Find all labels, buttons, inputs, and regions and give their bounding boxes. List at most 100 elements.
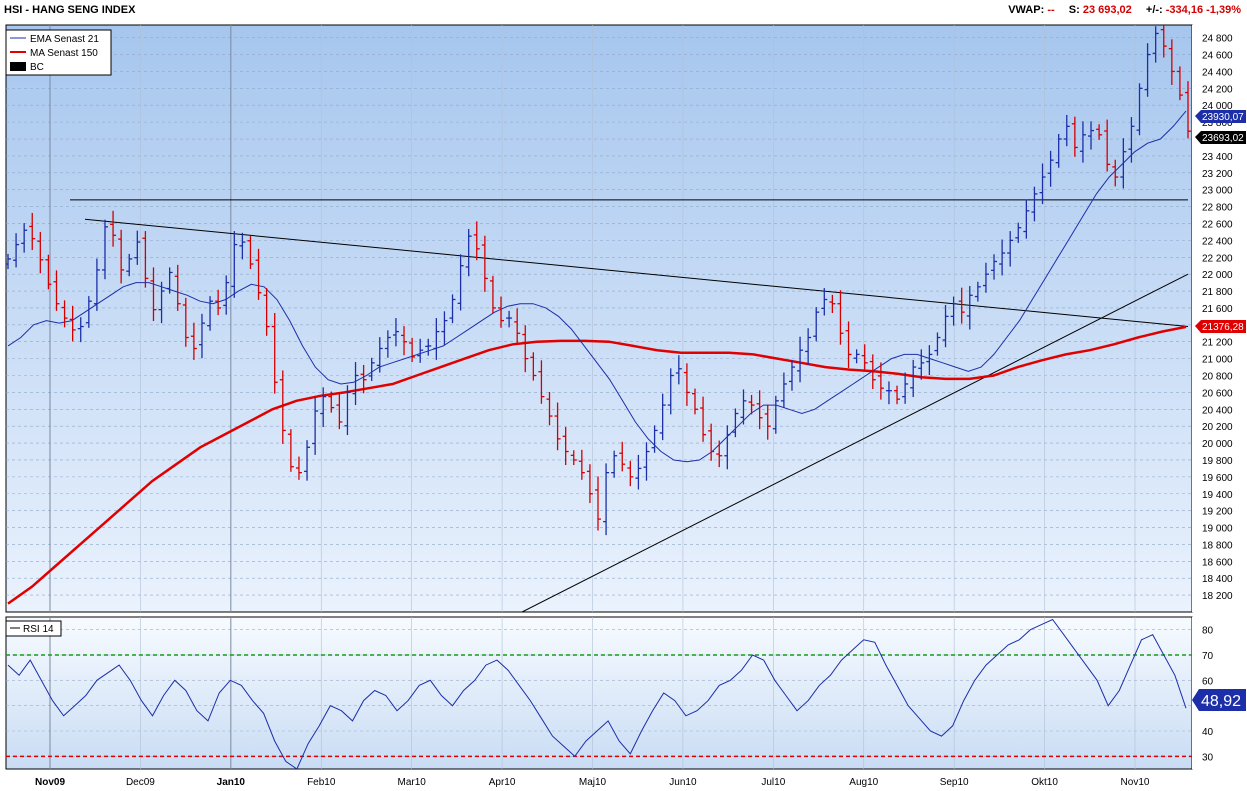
price-bar: [13, 233, 20, 268]
price-bar: [392, 318, 399, 347]
price-tick-label: 24 400: [1202, 67, 1233, 78]
price-bar: [958, 287, 965, 324]
price-axis-labels: 18 200 18 400 18 600 18 800 19 000 19 200 19 4…: [1202, 34, 1233, 602]
header-bar: HSI - HANG SENG INDEX VWAP: -- S: 23 693…: [0, 0, 1247, 22]
price-tick-label: 21 600: [1202, 304, 1233, 315]
price-bar: [724, 425, 731, 470]
price-bar: [1160, 25, 1167, 58]
price-bar: [93, 258, 100, 311]
price-bar: [190, 322, 197, 360]
price-bar: [861, 344, 868, 371]
price-tick-label: 22 800: [1202, 203, 1233, 214]
price-bar: [110, 210, 117, 247]
price-bar: [627, 460, 634, 487]
ema-value-tag: 23930,07: [1195, 110, 1246, 123]
price-bar: [1185, 81, 1191, 139]
rsi-tick-label: 40: [1202, 727, 1214, 738]
price-bar: [239, 232, 246, 260]
close-value-tag: 23693,02: [1195, 131, 1246, 144]
price-tick-label: 18 800: [1202, 540, 1233, 551]
price-bar: [1128, 117, 1135, 163]
change-pct: -1,39%: [1206, 4, 1241, 16]
ema-21-line: [7, 110, 1187, 463]
price-bar: [360, 364, 367, 394]
price-tick-label: 20 400: [1202, 405, 1233, 416]
price-tick-label: 23 800: [1202, 118, 1233, 129]
price-bar: [611, 450, 618, 478]
price-bar: [635, 454, 642, 490]
chart-title: HSI - HANG SENG INDEX: [4, 4, 136, 16]
price-bar: [869, 354, 876, 390]
month-label: Nov09: [35, 777, 65, 788]
price-tick-label: 21 200: [1202, 338, 1233, 349]
price-bar: [150, 267, 157, 322]
price-bar: [829, 294, 836, 314]
price-bar: [53, 270, 60, 311]
price-bar: [174, 264, 181, 311]
price-tick-label: 24 200: [1202, 84, 1233, 95]
s-label: S:: [1068, 4, 1080, 16]
price-bar: [554, 402, 561, 451]
rsi-value-tag: 48,92: [1192, 689, 1246, 711]
price-bar: [708, 423, 715, 461]
price-bar: [942, 304, 949, 348]
month-label: Jun10: [669, 777, 697, 788]
month-label: Dec09: [126, 777, 155, 788]
price-bar: [1015, 222, 1022, 243]
price-bar: [643, 442, 650, 481]
price-bar: [1088, 121, 1095, 150]
price-bar: [700, 396, 707, 442]
price-bar: [207, 296, 214, 331]
price-bar: [982, 262, 989, 293]
price-bar: [748, 394, 755, 415]
price-bar: [619, 441, 626, 472]
price-bar: [514, 308, 521, 345]
price-bar: [788, 359, 795, 391]
price-bar: [999, 239, 1006, 276]
price-bar: [546, 391, 553, 426]
price-bar: [853, 349, 860, 364]
price-bar: [740, 389, 747, 425]
price-tick-label: 19 600: [1202, 473, 1233, 484]
price-bar: [182, 297, 189, 347]
price-bar: [562, 427, 569, 466]
price-bar: [877, 362, 884, 400]
price-bar: [1047, 150, 1054, 187]
price-bar: [1071, 116, 1078, 157]
price-bar: [1112, 159, 1119, 187]
price-tick-label: 23 400: [1202, 152, 1233, 163]
price-bar: [231, 231, 238, 298]
rsi-tick-label: 70: [1202, 651, 1214, 662]
price-bar: [37, 231, 44, 274]
price-bar: [780, 372, 787, 409]
price-bar: [918, 349, 925, 380]
month-label: Jan10: [217, 777, 246, 788]
price-bar: [1055, 133, 1062, 168]
rsi-panel: [5, 616, 1193, 770]
price-tick-label: 19 800: [1202, 456, 1233, 467]
rsi-legend: RSI 14: [5, 620, 62, 637]
price-bar: [651, 425, 658, 453]
price-bar: [1144, 43, 1151, 97]
price-bar: [1136, 83, 1143, 136]
close-last-value: 23693,02: [1202, 133, 1244, 144]
price-bar: [530, 352, 537, 381]
price-bar: [772, 395, 779, 434]
price-bar: [215, 289, 222, 316]
rsi-last-value: 48,92: [1201, 693, 1241, 710]
price-bar: [1023, 199, 1030, 239]
price-bar: [586, 464, 593, 504]
trendline-ascending: [521, 273, 1189, 612]
price-tick-label: 20 600: [1202, 388, 1233, 399]
price-tick-label: 20 000: [1202, 439, 1233, 450]
price-bar: [675, 355, 682, 385]
legend-ema: EMA Senast 21: [30, 34, 99, 45]
price-bar: [417, 338, 424, 363]
legend-bc: BC: [30, 62, 44, 73]
price-bar: [506, 310, 513, 328]
price-bar: [894, 385, 901, 405]
price-bar: [312, 397, 319, 455]
price-bars: [6, 25, 1191, 536]
price-bar: [134, 230, 141, 265]
